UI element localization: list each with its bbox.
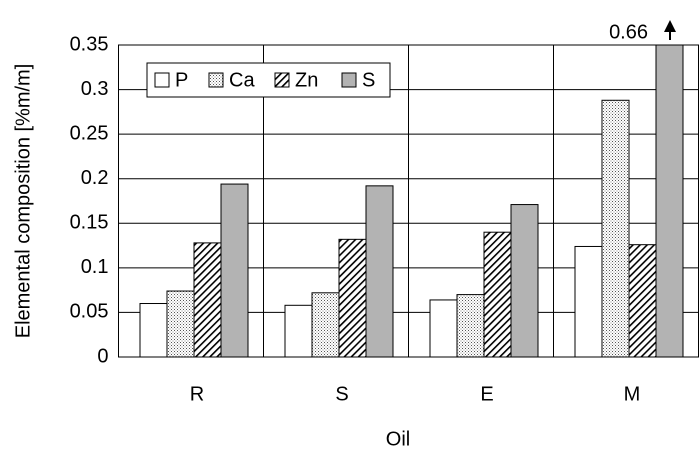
x-tick-label: S bbox=[335, 383, 348, 405]
bar bbox=[365, 185, 394, 358]
legend-swatch bbox=[154, 72, 170, 88]
x-tick-label: M bbox=[624, 383, 641, 405]
bar bbox=[338, 238, 367, 358]
bar bbox=[456, 294, 485, 358]
bar bbox=[284, 304, 313, 358]
bar bbox=[628, 244, 657, 358]
bar bbox=[311, 292, 340, 358]
y-tick-label: 0.15 bbox=[70, 212, 109, 234]
y-tick-label: 0.3 bbox=[81, 78, 109, 100]
bar bbox=[139, 303, 168, 358]
y-axis-label: Elemental composition [%m/m] bbox=[12, 64, 34, 339]
bar bbox=[483, 231, 512, 358]
legend-swatch bbox=[208, 72, 224, 88]
y-tick-label: 0.05 bbox=[70, 301, 109, 323]
y-tick-label: 0.25 bbox=[70, 122, 109, 144]
bar bbox=[601, 99, 630, 358]
bar bbox=[510, 204, 539, 358]
bar bbox=[429, 299, 458, 358]
legend-label: P bbox=[175, 69, 188, 91]
x-axis-label: Oil bbox=[386, 428, 410, 449]
overflow-arrow-head bbox=[664, 20, 676, 32]
y-tick-label: 0.1 bbox=[81, 256, 109, 278]
bar bbox=[655, 45, 684, 358]
y-tick-label: 0 bbox=[97, 345, 108, 367]
bar bbox=[193, 242, 222, 358]
y-tick-label: 0.2 bbox=[81, 167, 109, 189]
legend-label: Zn bbox=[295, 69, 318, 91]
legend-label: S bbox=[362, 69, 375, 91]
bar bbox=[220, 183, 249, 358]
legend-swatch bbox=[341, 72, 357, 88]
x-tick-label: R bbox=[190, 383, 204, 405]
legend-swatch bbox=[274, 72, 290, 88]
bar bbox=[166, 290, 195, 358]
data-label: 0.66 bbox=[609, 21, 648, 43]
bar bbox=[574, 245, 603, 358]
legend-label: Ca bbox=[229, 69, 255, 91]
x-tick-label: E bbox=[480, 383, 493, 405]
y-tick-label: 0.35 bbox=[70, 33, 109, 55]
